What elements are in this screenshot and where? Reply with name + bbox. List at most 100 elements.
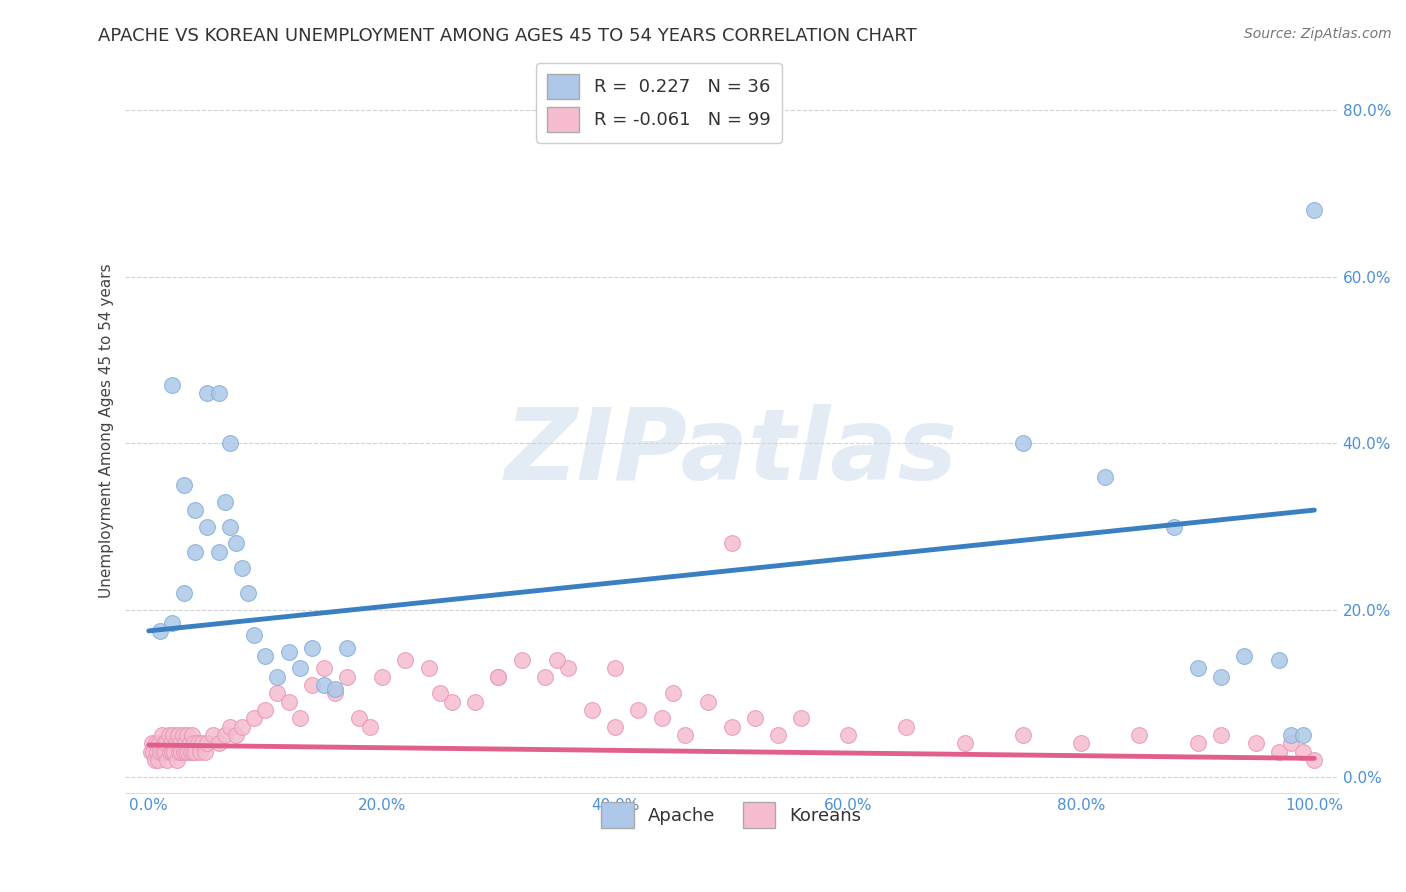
- Point: [180, 728, 202, 742]
- Point: [242, 711, 264, 725]
- Point: [534, 670, 557, 684]
- Y-axis label: Unemployment Among Ages 45 to 54 years: Unemployment Among Ages 45 to 54 years: [100, 264, 114, 599]
- Point: [194, 745, 217, 759]
- Point: [837, 728, 859, 742]
- Point: [371, 670, 394, 684]
- Point: [160, 615, 183, 630]
- Point: [188, 745, 211, 759]
- Point: [219, 436, 242, 450]
- Point: [225, 728, 247, 742]
- Text: APACHE VS KOREAN UNEMPLOYMENT AMONG AGES 45 TO 54 YEARS CORRELATION CHART: APACHE VS KOREAN UNEMPLOYMENT AMONG AGES…: [98, 27, 917, 45]
- Point: [174, 745, 197, 759]
- Point: [266, 686, 288, 700]
- Point: [173, 745, 195, 759]
- Point: [183, 736, 205, 750]
- Point: [169, 736, 191, 750]
- Point: [301, 678, 323, 692]
- Point: [440, 695, 463, 709]
- Point: [510, 653, 533, 667]
- Point: [953, 736, 976, 750]
- Point: [184, 745, 207, 759]
- Point: [1292, 728, 1315, 742]
- Point: [254, 648, 277, 663]
- Point: [157, 728, 180, 742]
- Point: [153, 745, 176, 759]
- Point: [720, 720, 742, 734]
- Point: [191, 736, 214, 750]
- Point: [195, 520, 218, 534]
- Point: [720, 536, 742, 550]
- Point: [603, 720, 626, 734]
- Point: [165, 736, 187, 750]
- Point: [290, 661, 312, 675]
- Point: [208, 386, 231, 401]
- Point: [148, 736, 170, 750]
- Point: [1187, 661, 1209, 675]
- Point: [1128, 728, 1150, 742]
- Point: [195, 736, 218, 750]
- Point: [1070, 736, 1092, 750]
- Point: [179, 736, 201, 750]
- Point: [1094, 469, 1116, 483]
- Point: [139, 745, 162, 759]
- Point: [214, 728, 236, 742]
- Point: [651, 711, 673, 725]
- Point: [159, 745, 181, 759]
- Point: [184, 545, 207, 559]
- Point: [208, 736, 231, 750]
- Point: [201, 728, 224, 742]
- Point: [231, 720, 253, 734]
- Point: [208, 545, 231, 559]
- Point: [146, 745, 169, 759]
- Point: [177, 745, 200, 759]
- Point: [173, 586, 195, 600]
- Point: [166, 753, 188, 767]
- Point: [488, 670, 510, 684]
- Legend: Apache, Koreans: Apache, Koreans: [595, 795, 869, 835]
- Point: [1279, 728, 1302, 742]
- Point: [290, 711, 312, 725]
- Point: [214, 495, 236, 509]
- Point: [301, 640, 323, 655]
- Point: [150, 728, 173, 742]
- Point: [603, 661, 626, 675]
- Point: [662, 686, 685, 700]
- Point: [143, 753, 166, 767]
- Point: [149, 745, 172, 759]
- Point: [673, 728, 696, 742]
- Point: [236, 586, 259, 600]
- Point: [160, 736, 183, 750]
- Point: [336, 640, 359, 655]
- Point: [557, 661, 579, 675]
- Point: [744, 711, 766, 725]
- Point: [160, 745, 183, 759]
- Point: [277, 645, 299, 659]
- Point: [1303, 203, 1326, 218]
- Point: [242, 628, 264, 642]
- Point: [181, 745, 204, 759]
- Point: [195, 386, 218, 401]
- Point: [146, 753, 169, 767]
- Point: [163, 745, 186, 759]
- Point: [180, 745, 202, 759]
- Point: [336, 670, 359, 684]
- Point: [160, 378, 183, 392]
- Point: [184, 503, 207, 517]
- Point: [546, 653, 568, 667]
- Point: [155, 736, 177, 750]
- Point: [149, 624, 172, 638]
- Point: [627, 703, 650, 717]
- Point: [167, 745, 190, 759]
- Point: [145, 736, 167, 750]
- Point: [187, 736, 209, 750]
- Point: [152, 745, 174, 759]
- Point: [174, 736, 197, 750]
- Point: [162, 728, 184, 742]
- Point: [1209, 728, 1232, 742]
- Point: [1012, 436, 1035, 450]
- Point: [1012, 728, 1035, 742]
- Point: [896, 720, 918, 734]
- Point: [581, 703, 603, 717]
- Point: [359, 720, 381, 734]
- Point: [219, 520, 242, 534]
